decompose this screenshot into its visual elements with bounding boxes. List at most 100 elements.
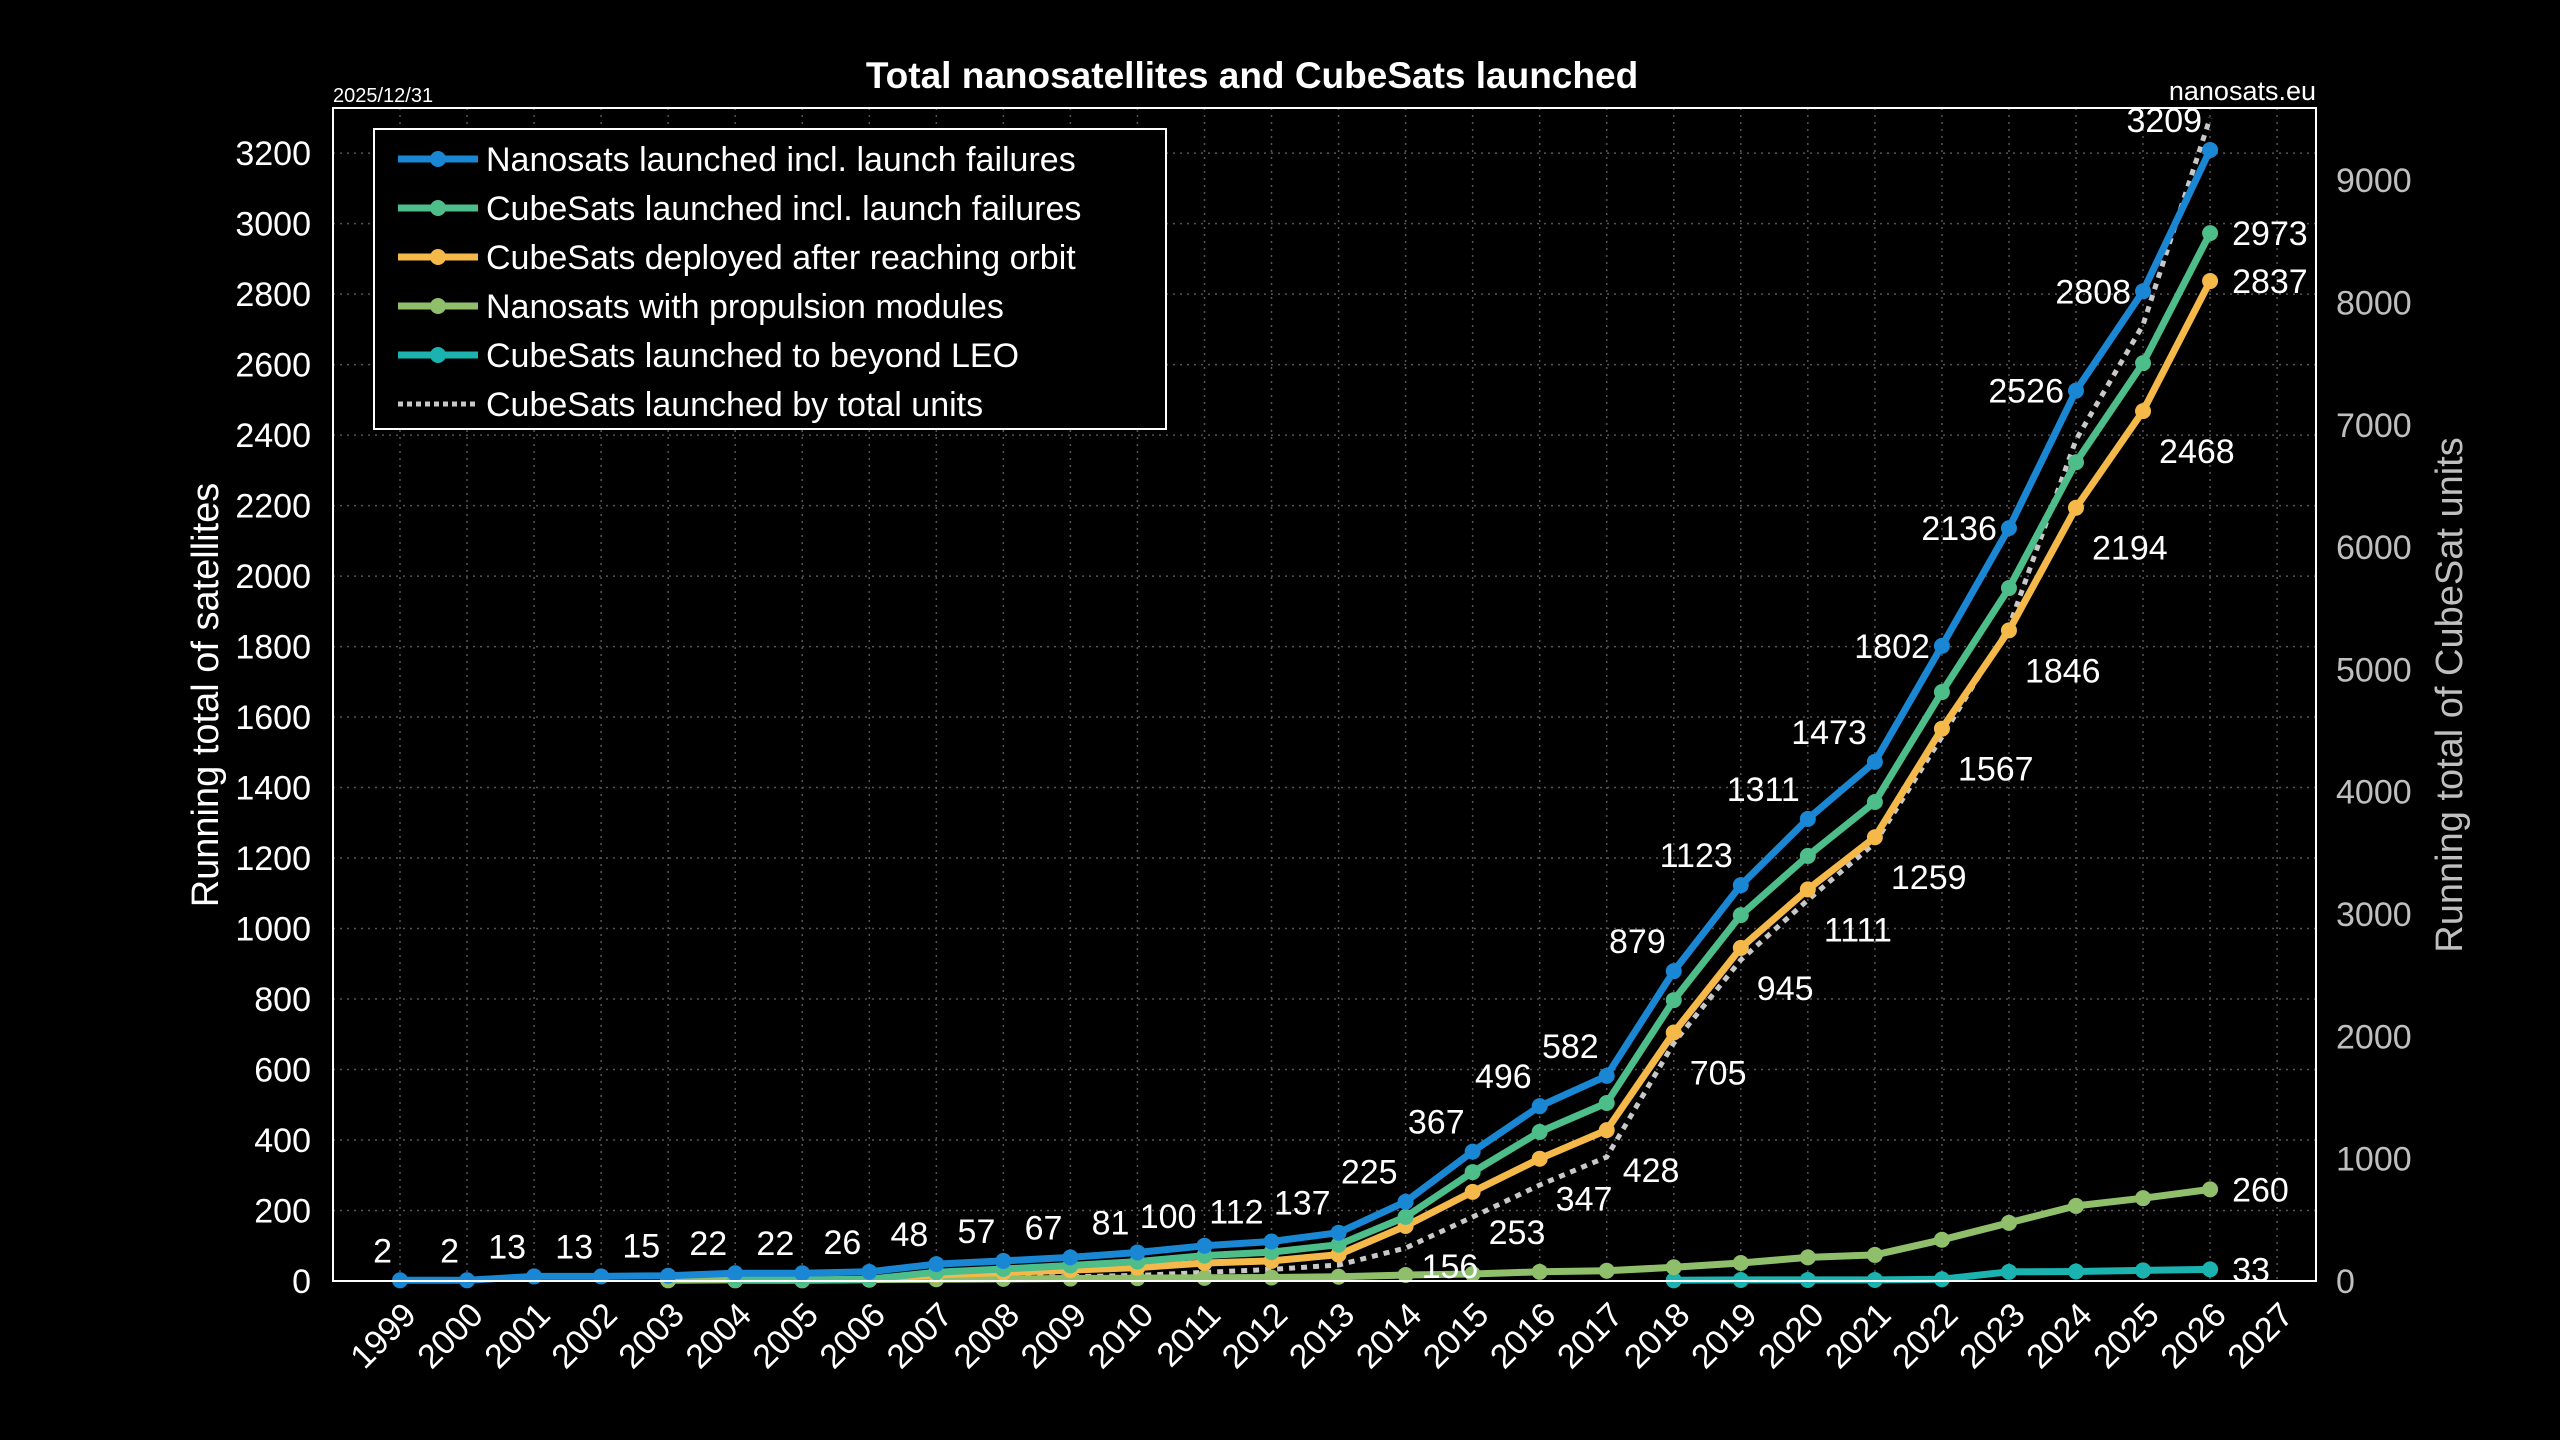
data-point: [2000, 520, 2017, 537]
series-line: [869, 117, 2213, 1282]
y2-tick-label: 9000: [2336, 162, 2412, 200]
data-point: [1665, 1259, 1682, 1276]
legend-box: [373, 128, 1167, 430]
y2-tick-label: 5000: [2336, 651, 2412, 689]
data-point: [1598, 1122, 1615, 1139]
y-tick-label: 3200: [235, 135, 311, 173]
data-point: [2000, 1263, 2017, 1280]
data-label: 26: [823, 1224, 861, 1262]
data-label: 2194: [2092, 530, 2168, 568]
data-point: [1665, 992, 1682, 1009]
data-point: [593, 1268, 610, 1285]
data-point: [727, 1265, 744, 1282]
y-tick-label: 600: [254, 1052, 311, 1090]
data-point: [2135, 355, 2152, 372]
legend-item: CubeSats launched to beyond LEO: [398, 337, 1019, 375]
data-label: 2: [373, 1232, 392, 1270]
data-label: 1473: [1791, 714, 1867, 752]
data-label: 2468: [2159, 433, 2235, 471]
y-tick-label: 800: [254, 981, 311, 1019]
data-point: [1263, 1233, 1280, 1250]
data-label: 2: [440, 1232, 459, 1270]
chart-title: Total nanosatellites and CubeSats launch…: [866, 55, 1638, 96]
y2-tick-label: 2000: [2336, 1018, 2412, 1056]
data-label: 22: [689, 1225, 727, 1263]
data-point: [2135, 283, 2152, 300]
y-tick-label: 2800: [235, 276, 311, 314]
data-point: [1464, 1265, 1481, 1282]
legend-item: Nanosats launched incl. launch failures: [398, 141, 1076, 179]
y-tick-label: 1400: [235, 770, 311, 808]
data-point: [1732, 939, 1749, 956]
data-point: [1598, 1067, 1615, 1084]
data-point: [1129, 1244, 1146, 1261]
y2-tick-label: 4000: [2336, 774, 2412, 812]
data-label: 1311: [1727, 771, 1800, 809]
data-label: 137: [1274, 1185, 1331, 1223]
data-label: 1123: [1660, 837, 1733, 875]
data-label: 13: [488, 1228, 526, 1266]
left-axis-ticks: 0 200 400 600 800 1000 1200 1400 1600 1800 2000 220…: [235, 135, 311, 1301]
data-point: [2000, 580, 2017, 597]
data-point: [1263, 1269, 1280, 1286]
data-point: [1866, 1271, 1883, 1288]
data-point: [526, 1268, 543, 1285]
data-point: [1732, 1271, 1749, 1288]
data-point: [1665, 963, 1682, 980]
data-point: [1933, 1271, 1950, 1288]
legend-marker: [430, 151, 446, 167]
y2-tick-label: 3000: [2336, 896, 2412, 934]
data-point: [2202, 273, 2219, 290]
data-point: [1665, 1024, 1682, 1041]
data-point: [2202, 1261, 2219, 1278]
data-label: 67: [1025, 1209, 1063, 1247]
data-label: 225: [1341, 1154, 1398, 1192]
data-label: 2808: [2055, 273, 2131, 311]
data-point: [1062, 1249, 1079, 1266]
data-point: [1531, 1098, 1548, 1115]
y-tick-label: 2400: [235, 417, 311, 455]
data-label: 260: [2232, 1171, 2289, 1209]
data-label: 879: [1609, 923, 1666, 961]
data-point: [1732, 1255, 1749, 1272]
data-label: 15: [622, 1228, 660, 1266]
legend-label: Nanosats launched incl. launch failures: [486, 141, 1076, 179]
y-tick-label: 400: [254, 1122, 311, 1160]
y-tick-label: 1200: [235, 840, 311, 878]
y-tick-label: 2200: [235, 488, 311, 526]
data-label: 57: [958, 1213, 996, 1251]
legend-marker: [430, 298, 446, 314]
data-label: 1259: [1891, 859, 1967, 897]
y2-tick-label: 1000: [2336, 1141, 2412, 1179]
y2-axis-title: Running total of CubeSat units: [2429, 437, 2471, 952]
data-label: 112: [1209, 1194, 1263, 1232]
y-tick-label: 1800: [235, 629, 311, 667]
data-point: [1866, 794, 1883, 811]
data-label: 22: [756, 1225, 794, 1263]
data-point: [1330, 1236, 1347, 1253]
data-label: 347: [1556, 1181, 1613, 1219]
data-point: [1933, 1231, 1950, 1248]
legend-label: Nanosats with propulsion modules: [486, 288, 1004, 326]
y-axis-title: Running total of satellites: [185, 483, 227, 908]
data-point: [1531, 1263, 1548, 1280]
legend-label: CubeSats deployed after reaching orbit: [486, 239, 1076, 277]
data-label: 48: [890, 1216, 928, 1254]
legend-item: CubeSats launched by total units: [398, 386, 983, 424]
data-point: [660, 1267, 677, 1284]
data-point: [1799, 1249, 1816, 1266]
y2-tick-label: 8000: [2336, 284, 2412, 322]
legend-item: CubeSats launched incl. launch failures: [398, 190, 1081, 228]
data-point: [1799, 881, 1816, 898]
data-label: 1846: [2025, 652, 2101, 690]
data-point: [1196, 1237, 1213, 1254]
plot-frame: [332, 107, 2317, 1282]
data-point: [1397, 1193, 1414, 1210]
data-label: 705: [1690, 1055, 1747, 1093]
data-point: [2135, 1262, 2152, 1279]
data-label: 2973: [2232, 215, 2308, 253]
data-point: [1933, 637, 1950, 654]
data-point: [2068, 1197, 2084, 1214]
data-label: 945: [1757, 970, 1814, 1008]
y2-tick-label: 7000: [2336, 407, 2412, 445]
